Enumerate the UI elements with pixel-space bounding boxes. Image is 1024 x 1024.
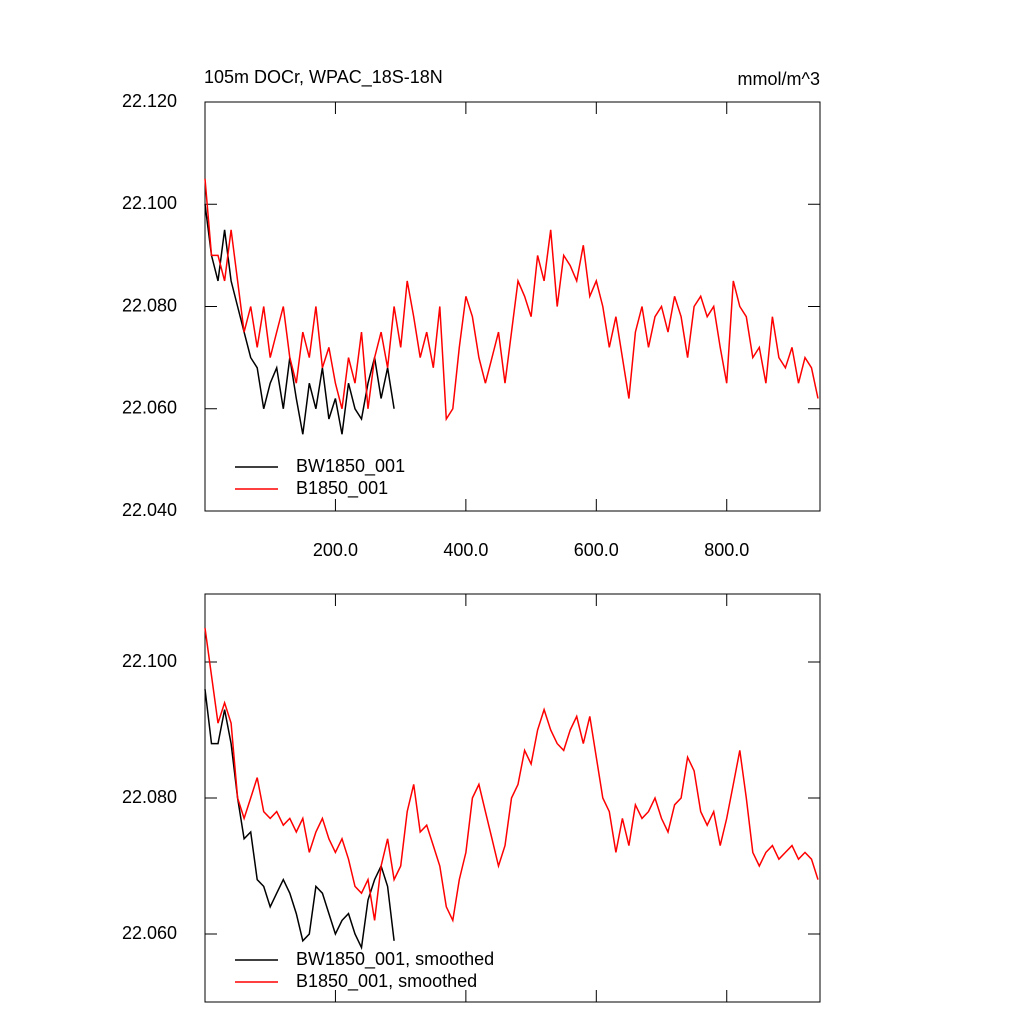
x-tick-label: 200.0 <box>313 540 358 560</box>
y-tick-label: 22.080 <box>122 787 177 807</box>
y-tick-label: 22.060 <box>122 923 177 943</box>
plot-frame <box>204 593 821 1003</box>
data-line <box>204 689 395 951</box>
y-tick-label: 22.060 <box>122 398 177 418</box>
x-tick-label: 600.0 <box>574 540 619 560</box>
legend-label: BW1850_001, smoothed <box>296 949 494 970</box>
legend-label: BW1850_001 <box>296 456 405 477</box>
units-label: mmol/m^3 <box>738 69 820 89</box>
x-tick-label: 800.0 <box>704 540 749 560</box>
chart-title: 105m DOCr, WPAC_18S-18N <box>204 67 443 88</box>
y-tick-label: 22.120 <box>122 91 177 111</box>
data-line <box>204 627 819 923</box>
y-tick-label: 22.100 <box>122 193 177 213</box>
data-line <box>204 204 395 435</box>
y-tick-label: 22.040 <box>122 500 177 520</box>
data-line <box>204 178 819 422</box>
y-tick-label: 22.080 <box>122 295 177 315</box>
y-tick-label: 22.100 <box>122 651 177 671</box>
legend-label: B1850_001 <box>296 478 388 499</box>
x-tick-label: 400.0 <box>443 540 488 560</box>
plot-frame <box>204 101 821 512</box>
legend-label: B1850_001, smoothed <box>296 971 477 992</box>
